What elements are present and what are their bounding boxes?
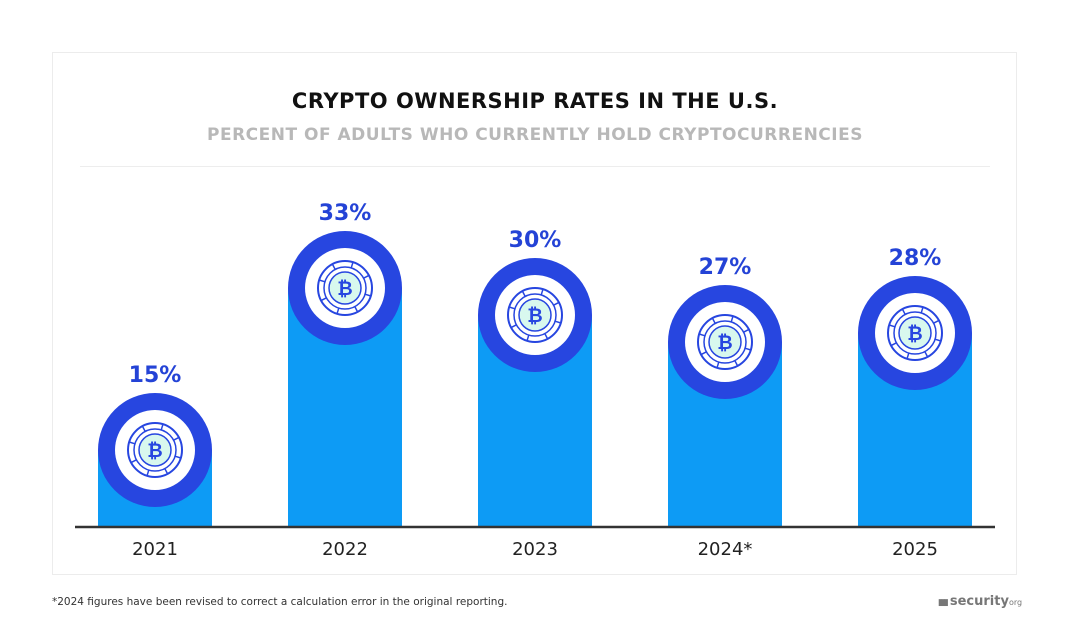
x-tick-label: 2022: [322, 539, 368, 560]
x-tick-label: 2024*: [698, 539, 753, 560]
data-label: 28%: [889, 246, 942, 271]
bitcoin-coin-icon: ₿: [127, 422, 183, 478]
bitcoin-coin-icon: ₿: [697, 314, 753, 370]
data-label: 27%: [699, 255, 752, 280]
svg-text:₿: ₿: [717, 332, 732, 354]
data-label: 33%: [319, 201, 372, 226]
svg-text:₿: ₿: [147, 440, 162, 462]
svg-text:₿: ₿: [337, 278, 352, 300]
chart-title: CRYPTO OWNERSHIP RATES IN THE U.S.: [291, 89, 779, 113]
svg-text:₿: ₿: [527, 305, 542, 327]
divider: [80, 166, 990, 167]
data-label: 30%: [509, 228, 562, 253]
x-tick-label: 2021: [132, 539, 178, 560]
data-label: 15%: [129, 363, 182, 388]
logo-bars-icon: ▮▮▮: [938, 598, 949, 608]
bitcoin-coin-icon: ₿: [317, 260, 373, 316]
x-tick-label: 2025: [892, 539, 938, 560]
footnote: *2024 figures have been revised to corre…: [52, 596, 508, 608]
bitcoin-coin-icon: ₿: [507, 287, 563, 343]
chart-card: [52, 52, 1017, 575]
svg-text:₿: ₿: [907, 323, 922, 345]
chart-subtitle: PERCENT OF ADULTS WHO CURRENTLY HOLD CRY…: [207, 125, 863, 145]
x-tick-label: 2023: [512, 539, 558, 560]
bitcoin-coin-icon: ₿: [887, 305, 943, 361]
logo: ▮▮▮ securityorg: [938, 594, 1023, 609]
